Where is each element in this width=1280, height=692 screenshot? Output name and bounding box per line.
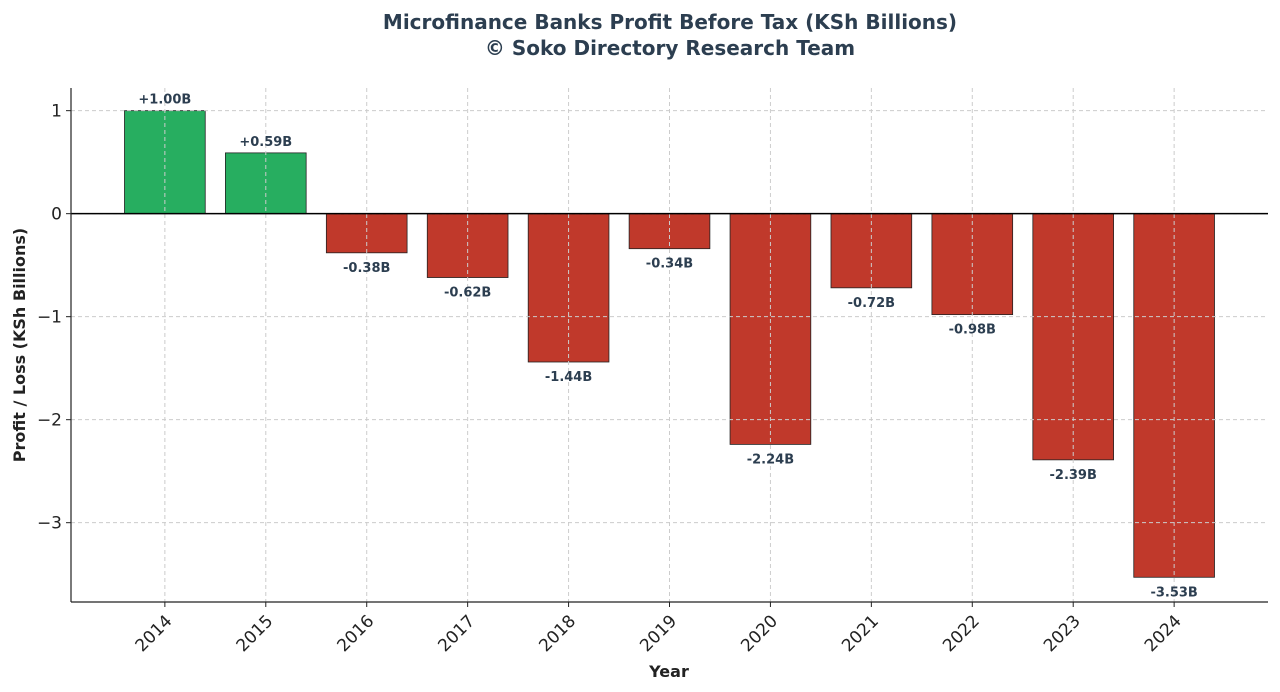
chart-title: Microfinance Banks Profit Before Tax (KS…: [383, 10, 957, 34]
data-label: -0.34B: [646, 257, 693, 272]
data-label: +1.00B: [138, 93, 191, 108]
data-label: -0.38B: [343, 261, 390, 276]
data-label: -0.62B: [444, 286, 491, 301]
data-labels: +1.00B +0.59B -0.38B -0.62B -1.44B -0.34B -2.2…: [138, 93, 1197, 601]
bar-2021: [830, 213, 913, 289]
x-tick-label: 2022: [939, 611, 984, 656]
x-tick-label: 2015: [233, 611, 278, 656]
y-tick-label: 1: [51, 102, 62, 122]
x-tick-label: 2024: [1141, 611, 1186, 656]
x-axis-label: Year: [648, 662, 689, 681]
chart-subtitle: © Soko Directory Research Team: [485, 36, 855, 60]
data-label: -0.98B: [949, 323, 996, 338]
y-tick-label: −2: [37, 411, 62, 431]
x-tick-label: 2019: [636, 611, 681, 656]
y-tick-label: −3: [37, 514, 62, 534]
bar-2016: [325, 213, 408, 254]
data-label: -1.44B: [545, 370, 592, 385]
x-tick-label: 2020: [737, 611, 782, 656]
data-label: -3.53B: [1150, 585, 1197, 600]
data-label: -2.39B: [1050, 468, 1097, 483]
x-tick-label: 2014: [132, 611, 177, 656]
data-label: +0.59B: [239, 135, 292, 150]
x-tick-label: 2016: [334, 611, 379, 656]
y-tick-label: −1: [37, 308, 62, 328]
x-tick-label: 2021: [838, 611, 883, 656]
bar-2015: [225, 152, 307, 215]
x-tick-label: 2023: [1040, 611, 1085, 656]
x-tick-label: 2018: [535, 611, 580, 656]
y-axis-label: Profit / Loss (KSh Billions): [10, 228, 29, 462]
y-tick-label: 0: [51, 205, 62, 225]
data-label: -0.72B: [848, 296, 895, 311]
x-tick-label: 2017: [434, 611, 479, 656]
data-label: -2.24B: [747, 452, 794, 467]
